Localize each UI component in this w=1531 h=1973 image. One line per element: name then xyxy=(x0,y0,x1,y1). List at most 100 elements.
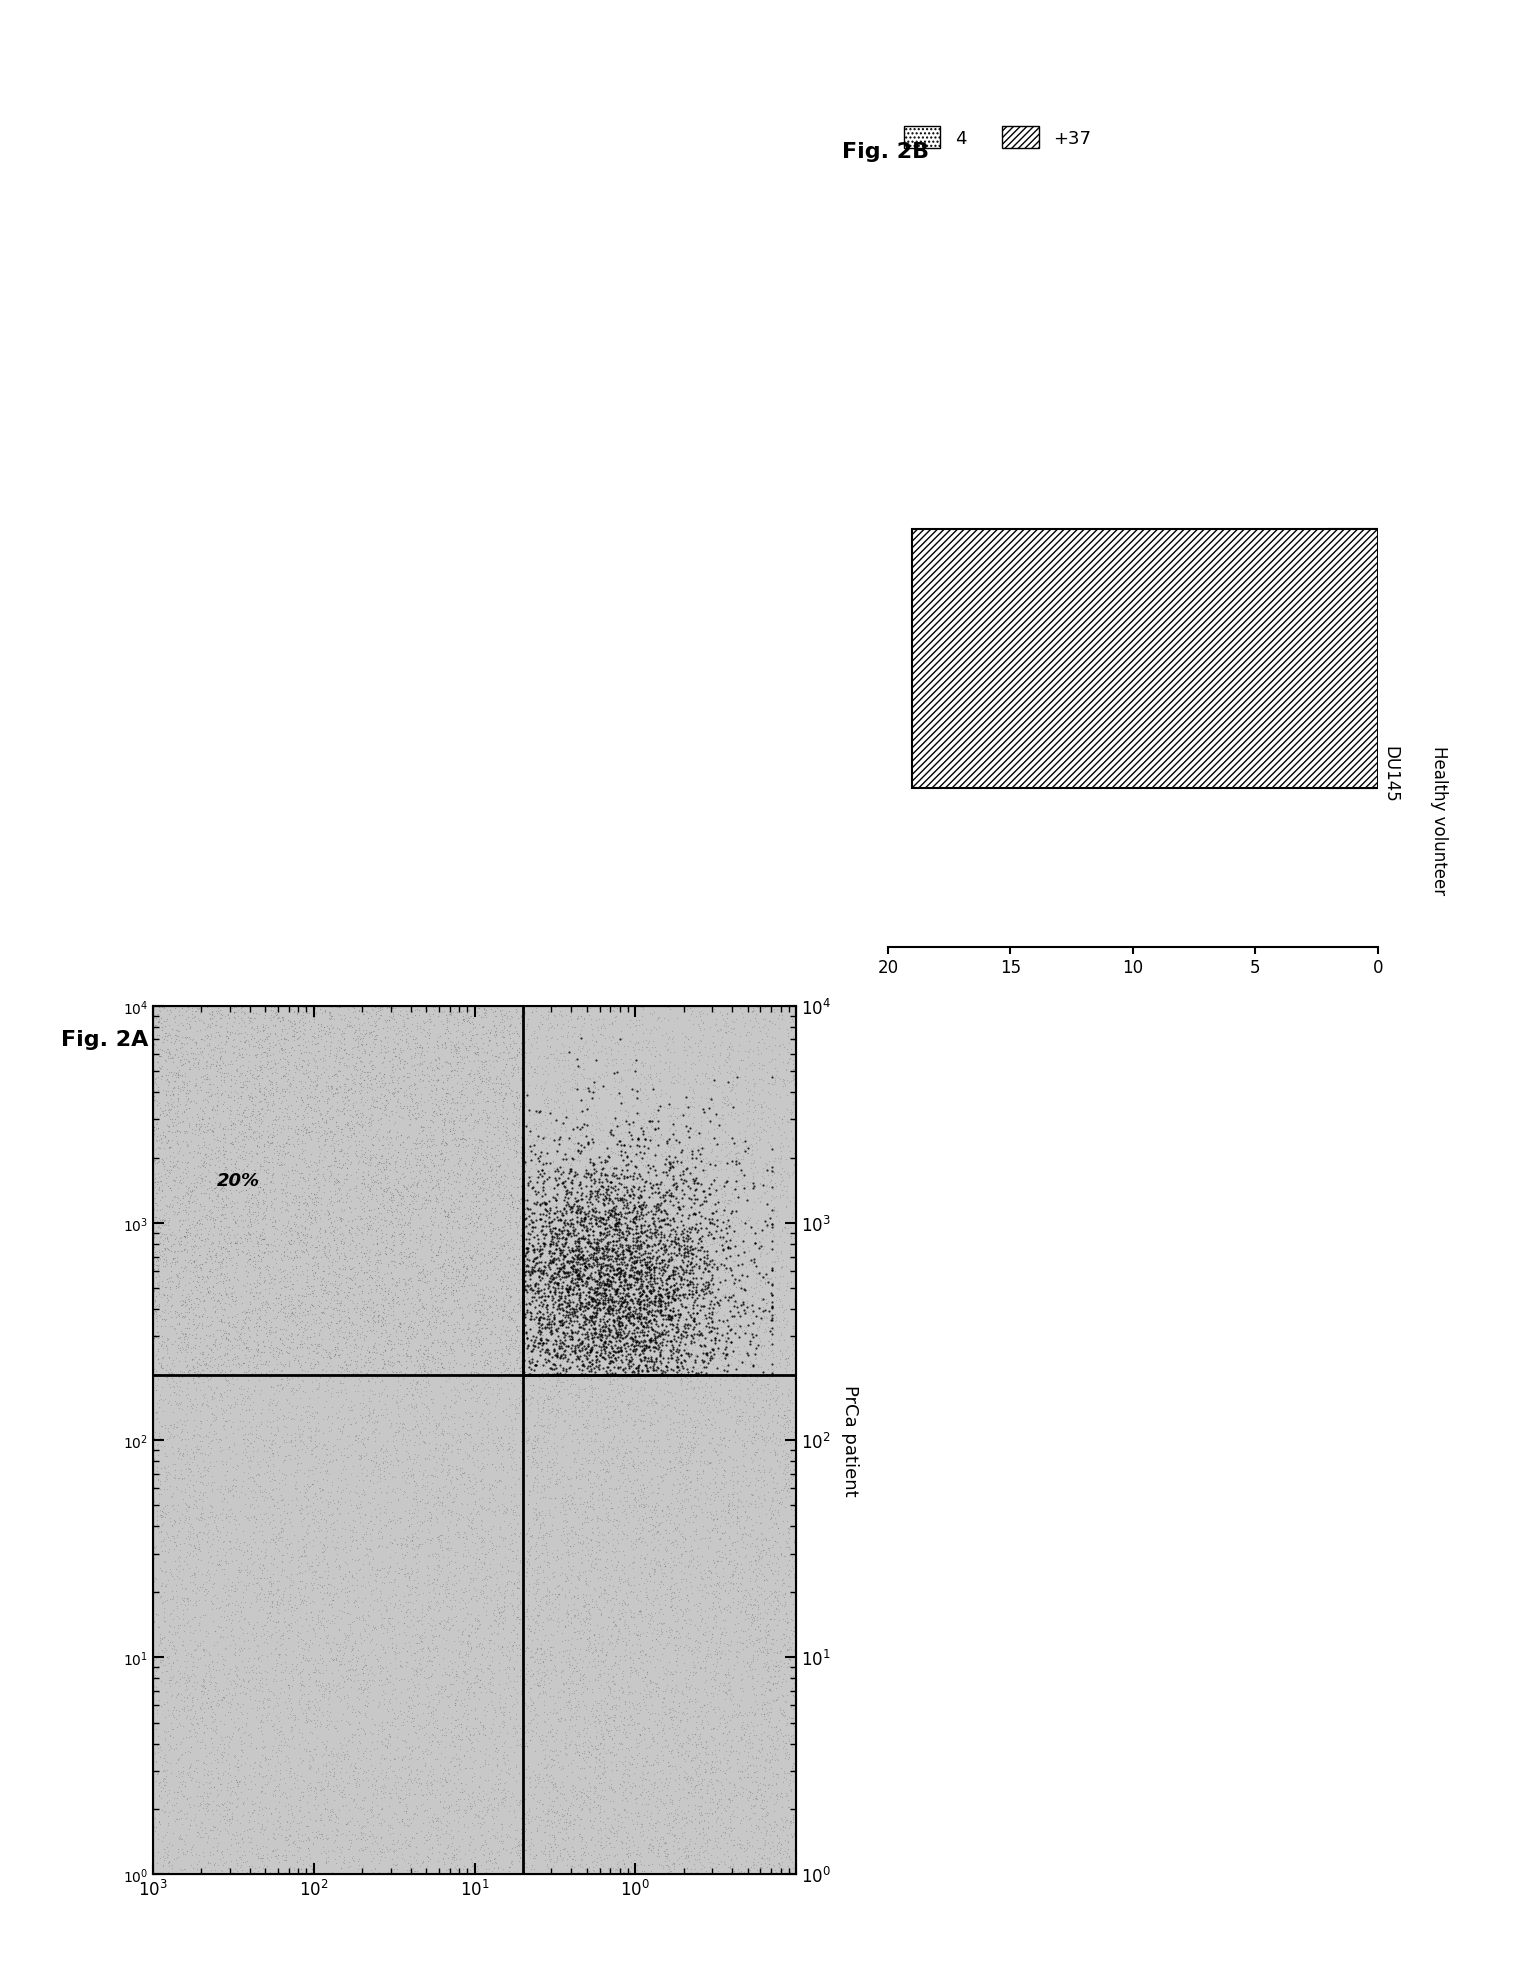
Point xyxy=(461,1541,485,1572)
Point xyxy=(403,1277,427,1308)
Point xyxy=(276,1498,300,1529)
Point xyxy=(508,1133,533,1164)
Point xyxy=(672,1089,697,1121)
Point xyxy=(576,1407,600,1438)
Point xyxy=(472,1784,496,1815)
Point xyxy=(617,1426,641,1458)
Point xyxy=(266,1774,291,1805)
Point xyxy=(615,1030,640,1061)
Point xyxy=(182,1308,207,1340)
Point xyxy=(283,1375,308,1407)
Point xyxy=(521,1231,545,1263)
Point xyxy=(323,1332,348,1363)
Point xyxy=(713,1178,738,1209)
Point xyxy=(318,1131,343,1162)
Point xyxy=(435,1527,459,1559)
Point xyxy=(648,1290,672,1322)
Point xyxy=(603,1350,628,1381)
Point xyxy=(423,1630,447,1661)
Point xyxy=(513,1288,537,1320)
Point xyxy=(374,1590,398,1622)
Point xyxy=(433,1401,458,1432)
Point xyxy=(611,1444,635,1476)
Point xyxy=(291,1780,315,1811)
Point xyxy=(311,1014,335,1046)
Point xyxy=(398,1069,423,1101)
Point xyxy=(156,1845,181,1876)
Point xyxy=(739,1421,764,1452)
Point xyxy=(724,1401,749,1432)
Point xyxy=(246,1235,271,1267)
Point xyxy=(455,1501,479,1533)
Point xyxy=(432,1610,456,1642)
Point xyxy=(274,1782,299,1813)
Point xyxy=(505,1217,530,1249)
Point xyxy=(625,1131,649,1162)
Point xyxy=(609,1549,634,1580)
Point xyxy=(570,1730,594,1762)
Point xyxy=(764,1685,788,1717)
Point xyxy=(634,1350,658,1381)
Point xyxy=(755,1209,779,1241)
Point xyxy=(545,1253,570,1284)
Point xyxy=(364,1275,389,1306)
Point xyxy=(262,1464,286,1496)
Point xyxy=(661,1296,686,1328)
Point xyxy=(631,1683,655,1715)
Point xyxy=(260,1428,285,1460)
Point xyxy=(739,1572,764,1604)
Point xyxy=(175,1438,199,1470)
Point xyxy=(458,1357,482,1389)
Point xyxy=(649,1196,674,1227)
Point xyxy=(677,1342,701,1373)
Point xyxy=(645,1772,669,1803)
Point xyxy=(438,1018,462,1050)
Point xyxy=(666,1691,690,1722)
Point xyxy=(511,1275,536,1306)
Point xyxy=(412,1821,436,1853)
Point xyxy=(239,1446,263,1478)
Point xyxy=(257,1685,282,1717)
Point xyxy=(648,1288,672,1320)
Point xyxy=(168,1819,193,1851)
Point xyxy=(507,1499,531,1531)
Point xyxy=(652,1770,677,1801)
Point xyxy=(412,1087,436,1119)
Point xyxy=(450,1180,475,1211)
Point xyxy=(280,1065,305,1097)
Point xyxy=(724,1525,749,1557)
Point xyxy=(490,1184,514,1215)
Point xyxy=(611,1606,635,1638)
Point xyxy=(507,1839,531,1870)
Point xyxy=(736,1085,761,1117)
Point xyxy=(533,1352,557,1383)
Point xyxy=(634,1669,658,1701)
Point xyxy=(188,1375,213,1407)
Point xyxy=(155,1754,179,1786)
Point xyxy=(481,1594,505,1626)
Point xyxy=(586,1434,611,1466)
Point xyxy=(190,1687,214,1718)
Point xyxy=(231,1348,256,1379)
Point xyxy=(213,1701,237,1732)
Point xyxy=(524,1109,548,1140)
Point xyxy=(646,1827,671,1859)
Point xyxy=(375,1259,400,1290)
Point xyxy=(700,1768,724,1799)
Point xyxy=(265,1028,289,1060)
Point xyxy=(680,1762,704,1793)
Point xyxy=(749,1239,773,1271)
Point xyxy=(629,1290,654,1322)
Point xyxy=(418,1527,442,1559)
Point xyxy=(204,1580,228,1612)
Point xyxy=(550,1229,574,1261)
Point xyxy=(289,1498,314,1529)
Point xyxy=(674,1111,698,1142)
Point xyxy=(580,1503,605,1535)
Point xyxy=(652,1584,677,1616)
Point xyxy=(149,1626,173,1657)
Point xyxy=(709,1778,733,1809)
Point xyxy=(332,1440,357,1472)
Point xyxy=(217,1527,242,1559)
Point xyxy=(713,1659,738,1691)
